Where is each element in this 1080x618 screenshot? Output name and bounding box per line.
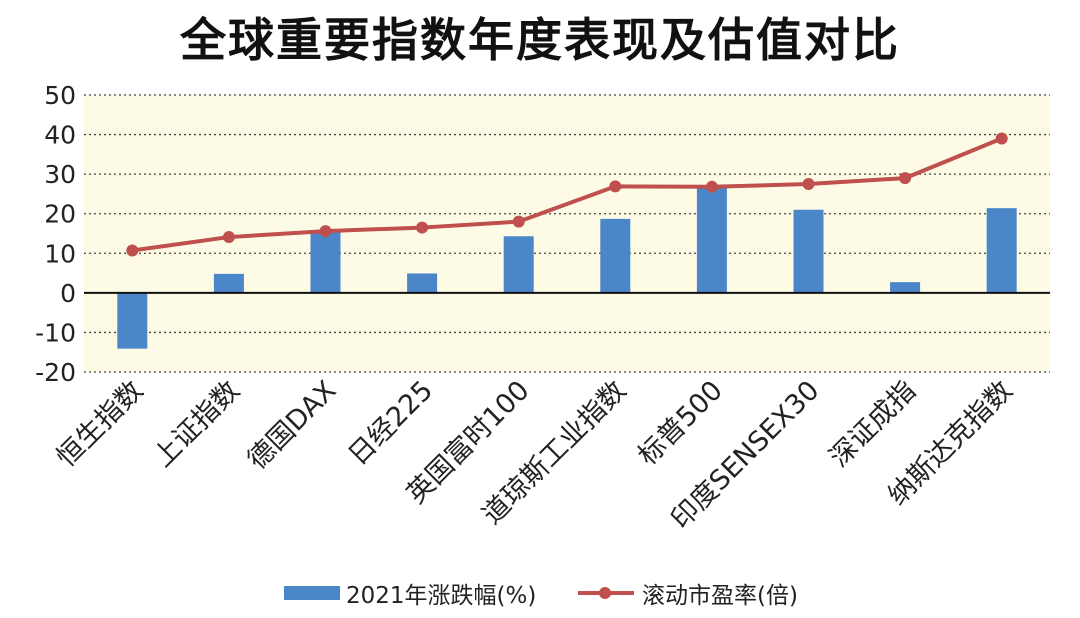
bar <box>407 273 438 293</box>
x-category-label: 深证成指 <box>824 375 922 473</box>
legend-bar-swatch <box>284 586 340 600</box>
legend-line-swatch <box>578 586 634 600</box>
bar <box>503 236 534 293</box>
y-tick-label: -10 <box>35 318 76 347</box>
pe-point <box>416 221 429 234</box>
legend-item-bar[interactable]: 2021年涨跌幅(%) <box>284 575 536 611</box>
y-tick-label: -20 <box>35 358 76 387</box>
x-category-label: 德国DAX <box>242 375 343 476</box>
x-category-label: 上证指数 <box>148 375 246 473</box>
bar <box>310 230 341 293</box>
pe-point <box>899 172 912 185</box>
pe-point <box>126 244 139 257</box>
plot-background <box>84 95 1050 372</box>
legend: 2021年涨跌幅(%) 滚动市盈率(倍) <box>0 575 1080 611</box>
y-tick-label: 20 <box>44 200 76 229</box>
y-tick-label: 50 <box>44 81 76 110</box>
bar <box>600 218 631 293</box>
y-tick-label: 10 <box>44 239 76 268</box>
x-category-label: 标普500 <box>632 375 729 472</box>
bar <box>793 209 824 293</box>
x-category-label: 日经225 <box>342 375 439 472</box>
pe-point <box>512 215 525 228</box>
pe-point <box>609 180 622 193</box>
bar <box>986 208 1017 293</box>
pe-point <box>802 178 815 191</box>
y-tick-label: 40 <box>44 121 76 150</box>
legend-line-label: 滚动市盈率(倍) <box>642 583 798 609</box>
y-tick-label: 0 <box>60 279 76 308</box>
bar <box>117 292 148 349</box>
pe-series-line <box>132 136 1003 253</box>
bar <box>890 282 921 293</box>
chart-title: 全球重要指数年度表现及估值对比 <box>180 13 900 67</box>
bar <box>696 186 727 293</box>
pe-point <box>222 231 235 244</box>
x-category-label: 恒生指数 <box>51 375 149 473</box>
legend-item-line[interactable]: 滚动市盈率(倍) <box>578 575 798 611</box>
pe-point <box>319 225 332 238</box>
pe-point <box>705 180 718 193</box>
legend-bar-label: 2021年涨跌幅(%) <box>346 583 537 609</box>
bar <box>213 273 244 293</box>
y-tick-label: 30 <box>44 160 76 189</box>
pe-point <box>995 132 1008 145</box>
